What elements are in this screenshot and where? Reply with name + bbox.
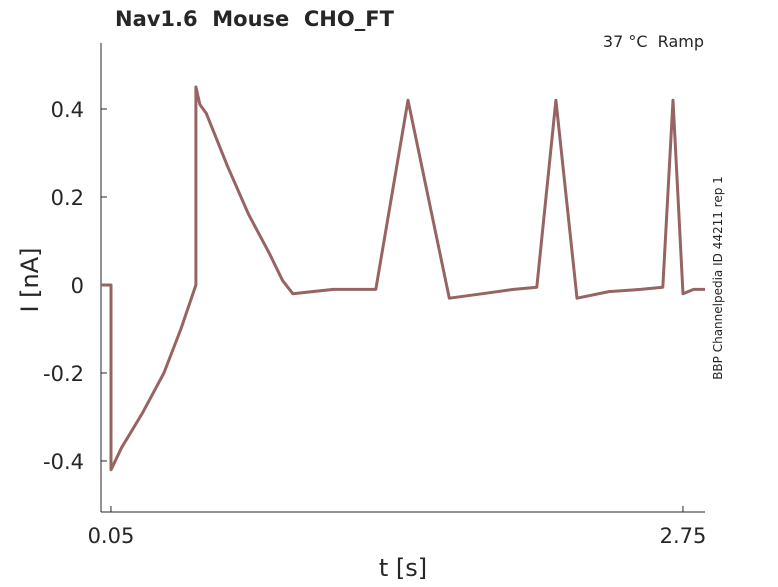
x-tick-label: 2.75	[660, 524, 707, 548]
side-label: BBP Channelpedia ID 44211 rep 1	[711, 176, 725, 380]
tick-labels: -0.4 -0.2 0 0.2 0.4 0.05 2.75	[43, 98, 706, 548]
y-axis-label: I [nA]	[16, 247, 44, 312]
chart-subtitle: 37 °C Ramp	[603, 32, 704, 51]
y-tick-label: 0	[71, 274, 84, 298]
axes	[100, 43, 705, 513]
y-tick-label: -0.4	[43, 450, 84, 474]
y-tick-label: -0.2	[43, 362, 84, 386]
y-tick-label: 0.2	[51, 186, 84, 210]
x-tick-label: 0.05	[88, 524, 135, 548]
current-trace	[101, 85, 705, 472]
plot-area	[101, 85, 705, 472]
x-axis-label: t [s]	[379, 554, 427, 582]
chart-title: Nav1.6 Mouse CHO_FT	[115, 7, 395, 31]
y-tick-label: 0.4	[51, 98, 84, 122]
